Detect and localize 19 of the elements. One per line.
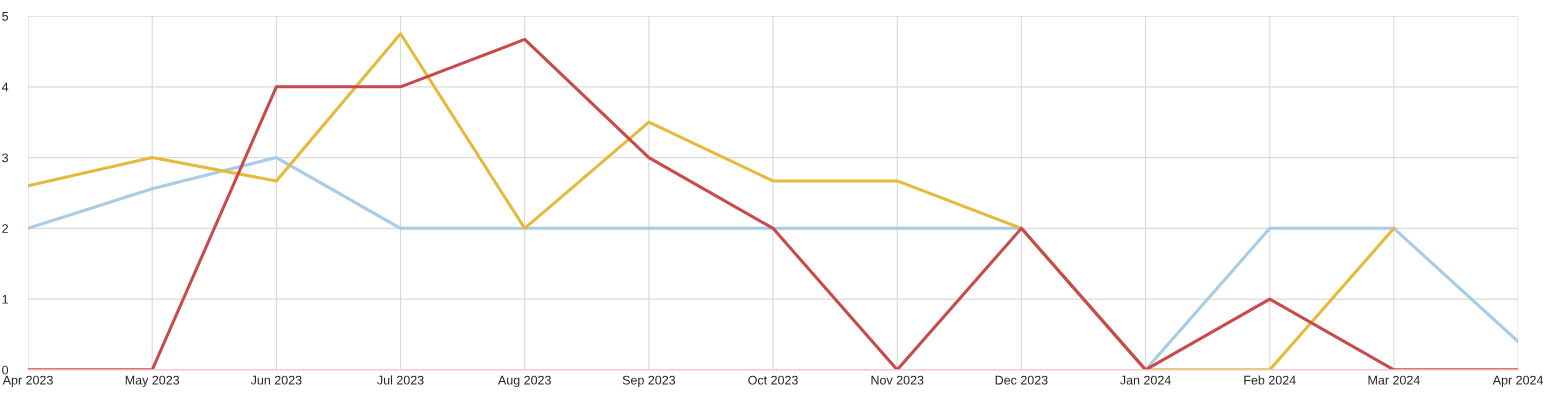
x-tick-label: Jul 2023 — [377, 375, 424, 385]
x-tick-label: Jun 2023 — [250, 375, 302, 385]
y-tick-label: 3 — [2, 153, 9, 163]
x-tick-label: Apr 2024 — [1492, 375, 1544, 388]
x-tick-label: Feb 2024 — [1244, 375, 1296, 385]
x-tick-label: Dec 2023 — [995, 375, 1048, 385]
x-tick-label: Sep 2023 — [622, 375, 676, 388]
y-tick-label: 1 — [2, 295, 8, 304]
x-tick-label: Aug 2023 — [497, 375, 551, 388]
y-tick-label: 2 — [2, 224, 8, 233]
x-tick-label: May 2023 — [125, 375, 180, 388]
x-tick-label: Apr 2023 — [2, 375, 53, 388]
x-tick-label: Nov 2023 — [871, 375, 924, 385]
y-tick-label: 0 — [2, 365, 9, 375]
x-tick-label: Mar 2024 — [1368, 375, 1420, 385]
x-tick-label: Jan 2024 — [1120, 375, 1171, 385]
y-tick-label: 5 — [2, 12, 9, 21]
x-tick-label: Oct 2023 — [748, 375, 798, 385]
y-tick-label: 4 — [1, 82, 9, 92]
